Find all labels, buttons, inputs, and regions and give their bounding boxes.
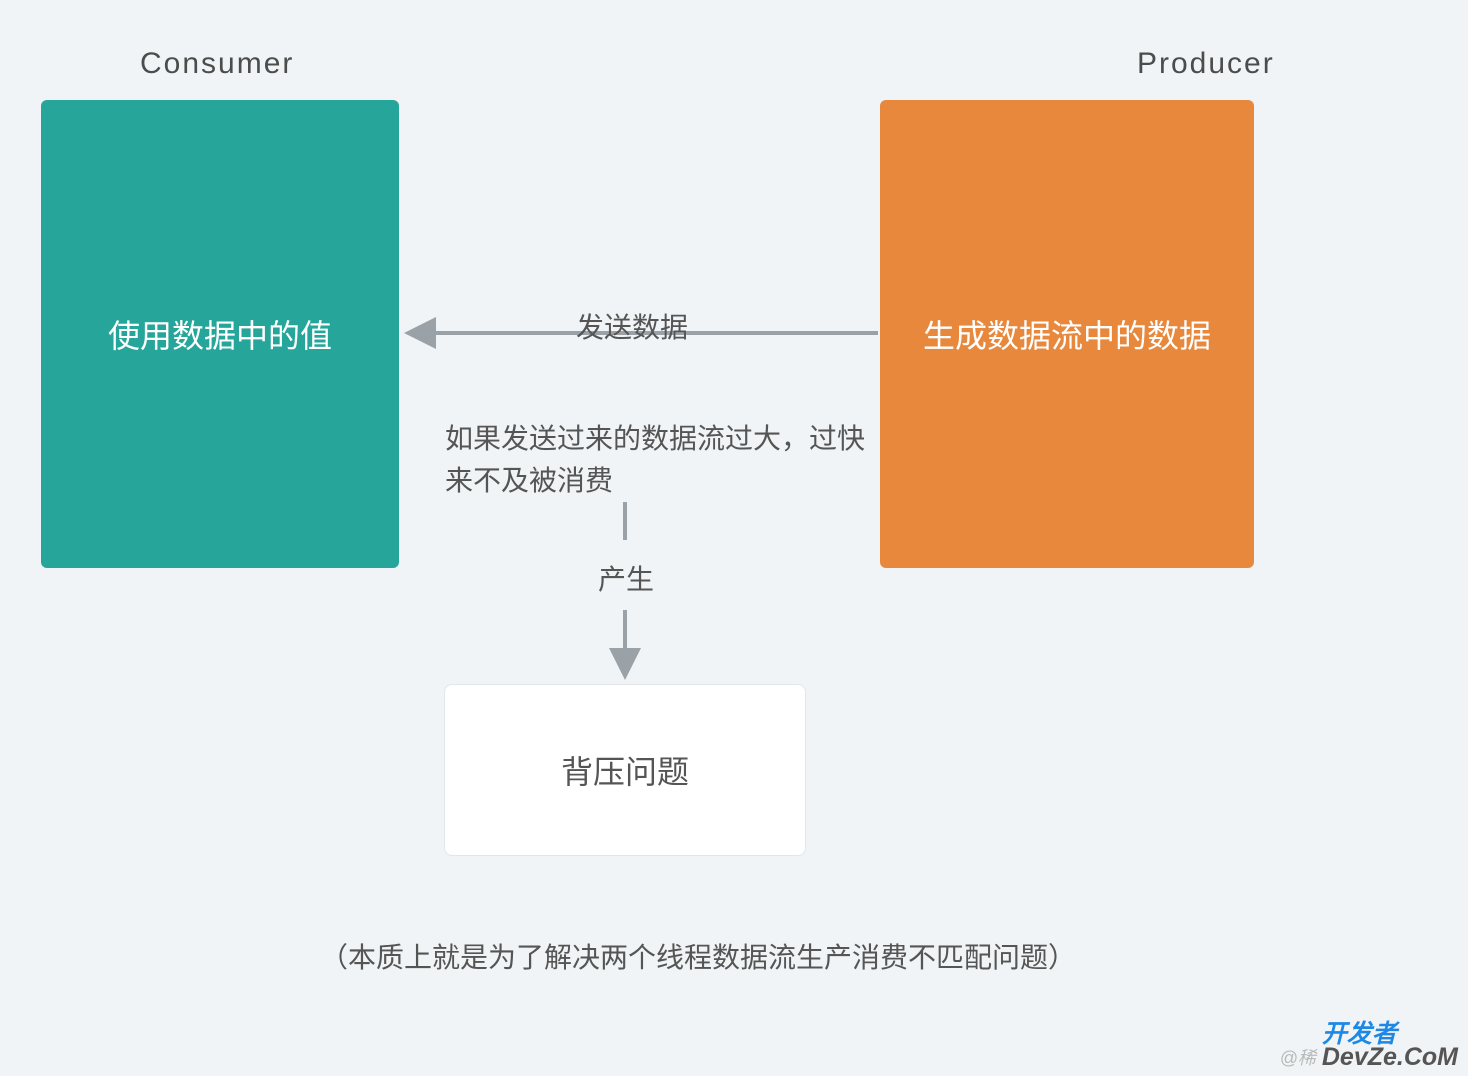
backpressure-diagram: Consumer Producer 使用数据中的值 生成数据流中的数据 发送数据… [0, 0, 1468, 1076]
consumer-node-label: 使用数据中的值 [108, 311, 332, 357]
consumer-header: Consumer [140, 47, 294, 81]
condition-line1: 如果发送过来的数据流过大，过快 [445, 423, 865, 454]
condition-line2: 来不及被消费 [445, 465, 613, 496]
watermark: @稀 开发者 DevZe.CoM [1280, 1023, 1458, 1071]
footer-note: （本质上就是为了解决两个线程数据流生产消费不匹配问题） [320, 936, 1076, 976]
watermark-logo: 开发者 DevZe.CoM [1322, 1023, 1458, 1071]
watermark-cn: @稀 [1280, 1044, 1316, 1070]
consumer-node: 使用数据中的值 [41, 100, 399, 568]
condition-text: 如果发送过来的数据流过大，过快 来不及被消费 [445, 418, 865, 502]
producer-header: Producer [1137, 47, 1275, 81]
edge-send-label: 发送数据 [576, 306, 688, 346]
edge-produce-label: 产生 [598, 558, 654, 598]
watermark-logo-bot: DevZe.CoM [1322, 1046, 1458, 1070]
result-node: 背压问题 [444, 684, 806, 856]
producer-node-label: 生成数据流中的数据 [923, 311, 1211, 357]
result-node-label: 背压问题 [561, 747, 689, 793]
producer-node: 生成数据流中的数据 [880, 100, 1254, 568]
